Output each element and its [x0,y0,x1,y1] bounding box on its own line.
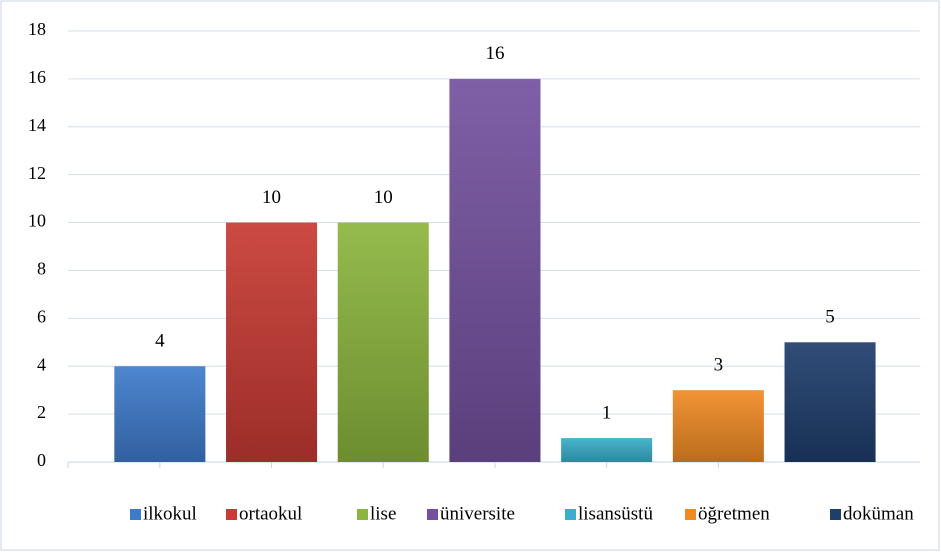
legend-label: üniversite [440,503,515,524]
legend-swatch [226,509,237,520]
data-label: 5 [825,307,835,328]
legend-swatch [427,509,438,520]
y-tick-label: 18 [28,19,46,39]
bar [784,342,876,462]
y-tick-label: 0 [37,450,46,470]
bar [672,390,764,462]
y-tick-label: 4 [37,354,46,374]
y-tick-label: 12 [28,163,46,183]
bar [561,438,653,462]
bar [114,366,206,462]
legend-label: lise [370,503,396,524]
legend-label: doküman [843,503,914,524]
y-tick-label: 8 [37,259,46,279]
data-label: 16 [485,43,504,64]
bar [449,78,541,462]
legend-swatch [357,509,368,520]
legend-label: ortaokul [239,503,302,524]
y-tick-label: 10 [28,211,46,231]
legend-label: lisansüstü [578,503,653,524]
data-label: 10 [262,187,281,208]
bar [226,222,318,462]
data-label: 10 [374,187,393,208]
data-label: 3 [714,355,724,376]
legend-swatch [130,509,141,520]
legend-swatch [830,509,841,520]
y-tick-label: 2 [37,402,46,422]
data-label: 1 [602,402,612,423]
legend-label: ilkokul [143,503,197,524]
data-label: 4 [155,331,165,352]
y-tick-label: 14 [28,115,46,135]
bar [337,222,429,462]
legend-swatch [685,509,696,520]
legend-label: öğretmen [698,503,770,524]
y-tick-label: 16 [28,67,46,87]
legend-swatch [565,509,576,520]
y-tick-label: 6 [37,306,46,326]
